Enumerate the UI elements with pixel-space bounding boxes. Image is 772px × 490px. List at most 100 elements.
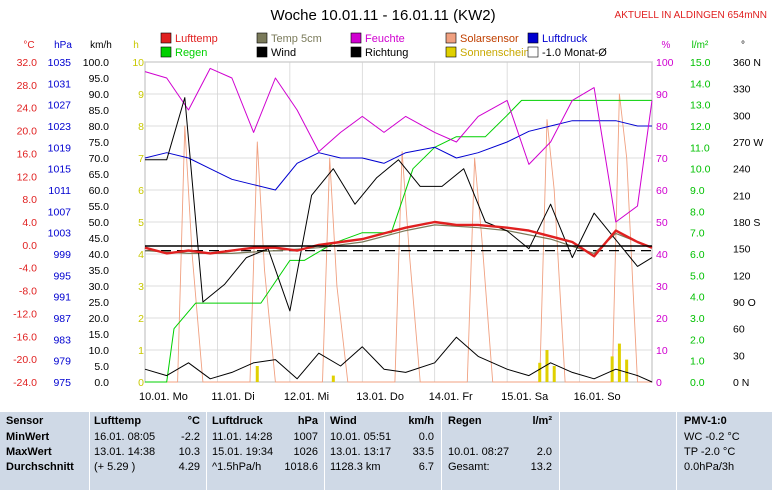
x-tick-label: 10.01. Mo	[139, 391, 188, 403]
humidity-tick-label: 0	[656, 377, 662, 389]
separator	[89, 412, 90, 490]
rain-tick-label: 3.0	[690, 313, 705, 325]
series-sonnenschein-bar	[625, 359, 629, 382]
pressure-unit-label: hPa	[54, 40, 72, 51]
pressure-tick-label: 979	[53, 356, 71, 368]
wind-tick-label: 30.0	[89, 281, 110, 293]
rain-tick-label: 12.0	[690, 121, 711, 133]
legend-swatch	[445, 46, 457, 58]
legend-swatch	[256, 32, 268, 44]
wind-tick-label: 5.0	[94, 361, 109, 373]
col-empty	[562, 412, 674, 490]
legend-swatch	[350, 32, 362, 44]
humidity-unit-label: %	[662, 40, 671, 51]
luftdruck-avg: ^1.5hPa/h 1018.6	[212, 460, 322, 475]
series-wind	[144, 336, 653, 383]
direction-tick-label: 300	[733, 110, 751, 122]
lufttemp-min: 16.01. 08:05 -2.2	[94, 430, 204, 445]
x-tick-label: 13.01. Do	[356, 391, 404, 403]
legend-swatch	[445, 32, 457, 44]
sunshine-tick-label: 1	[138, 345, 144, 357]
axes: °C32.028.024.020.016.012.08.04.00.0-4.0-…	[13, 40, 763, 389]
series-sonnenschein-bar	[545, 350, 549, 382]
wind-title: Wind	[330, 415, 357, 427]
legend-label: Richtung	[365, 47, 408, 59]
col-wind: Wind km/h 10.01. 05:51 0.0 13.01. 13:17 33.…	[330, 412, 438, 490]
rain-tick-label: 15.0	[690, 57, 711, 69]
rain-tick-label: 13.0	[690, 100, 711, 112]
statistics-table: Sensor MinWert MaxWert Durchschnitt Luft…	[0, 412, 772, 490]
pressure-tick-label: 1023	[48, 121, 72, 133]
x-tick-label: 12.01. Mi	[284, 391, 329, 403]
legend-label: Wind	[271, 47, 296, 59]
sunshine-tick-label: 0	[138, 377, 144, 389]
regen-header: Regen l/m²	[448, 412, 556, 430]
wind-tick-label: 70.0	[89, 153, 110, 165]
wind-max-time: 13.01. 13:17	[330, 446, 392, 458]
wind-tick-label: 15.0	[89, 329, 110, 341]
legend-label: Lufttemp	[175, 33, 218, 45]
wind-header: Wind km/h	[330, 412, 438, 430]
temp-tick-label: 12.0	[17, 171, 38, 183]
temp-tick-label: 24.0	[17, 103, 38, 115]
col-regen: Regen l/m² 10.01. 08:27 2.0 Gesamt: 13.2	[448, 412, 556, 490]
humidity-tick-label: 40	[656, 249, 668, 261]
lufttemp-min-value: -2.2	[181, 431, 200, 443]
col-luftdruck: Luftdruck hPa 11.01. 14:28 1007 15.01. 19:…	[212, 412, 322, 490]
temp-tick-label: -8.0	[19, 286, 37, 298]
sunshine-tick-label: 5	[138, 217, 144, 229]
temp-tick-label: 0.0	[22, 240, 37, 252]
pressure-tick-label: 1031	[48, 78, 72, 90]
lufttemp-max-time: 13.01. 14:38	[94, 446, 156, 458]
rain-tick-label: 5.0	[690, 270, 705, 282]
humidity-tick-label: 60	[656, 185, 668, 197]
max-label: MaxWert	[6, 446, 52, 458]
wind-min-time: 10.01. 05:51	[330, 431, 392, 443]
series-sonnenschein-bar	[331, 375, 335, 382]
separator	[206, 412, 207, 490]
rain-tick-label: 8.0	[690, 206, 705, 218]
avg-label: Durchschnitt	[6, 461, 74, 473]
pmv-trend: 0.0hPa/3h	[684, 461, 735, 473]
lufttemp-avg: (+ 5.29 ) 4.29	[94, 460, 204, 475]
pressure-tick-label: 1003	[48, 228, 72, 240]
rain-unit-label: l/m²	[692, 40, 709, 51]
sunshine-tick-label: 10	[132, 57, 144, 69]
humidity-tick-label: 80	[656, 121, 668, 133]
rain-tick-label: 2.0	[690, 334, 705, 346]
col-pmv: PMV-1:0 WC -0.2 °C TP -2.0 °C 0.0hPa/3h	[684, 412, 770, 490]
direction-tick-label: 240	[733, 164, 751, 176]
x-axis: 10.01. Mo 11.01. Di 12.01. Mi 13.01. Do 14.0…	[139, 391, 621, 403]
col-sensor: Sensor MinWert MaxWert Durchschnitt	[6, 412, 88, 490]
rain-tick-label: 14.0	[690, 78, 711, 90]
wind-tick-label: 65.0	[89, 169, 110, 181]
legend-label: Temp 5cm	[271, 33, 322, 45]
lufttemp-max-value: 10.3	[178, 446, 200, 458]
wind-max-value: 33.5	[412, 446, 434, 458]
lufttemp-title: Lufttemp	[94, 415, 142, 427]
rain-tick-label: 7.0	[690, 228, 705, 240]
legend-swatch	[350, 46, 362, 58]
regen-total: Gesamt: 13.2	[448, 460, 556, 475]
wind-max: 13.01. 13:17 33.5	[330, 445, 438, 460]
humidity-tick-label: 50	[656, 217, 668, 229]
direction-tick-label: 90 O	[733, 297, 756, 309]
sunshine-unit-label: h	[133, 40, 139, 51]
sensor-header: Sensor	[6, 415, 44, 427]
legend-label: Sonnenschein	[460, 47, 530, 59]
temp-tick-label: 16.0	[17, 148, 38, 160]
wind-tick-label: 50.0	[89, 217, 110, 229]
rain-tick-label: 10.0	[690, 164, 711, 176]
regen-title: Regen	[448, 415, 482, 427]
direction-unit-label: °	[741, 40, 745, 51]
pmv-wc: WC -0.2 °C	[684, 431, 740, 443]
sunshine-tick-label: 4	[138, 249, 144, 261]
direction-tick-label: 0 N	[733, 377, 749, 389]
wind-unit: km/h	[408, 415, 434, 427]
wind-tick-label: 95.0	[89, 73, 110, 85]
luftdruck-avg-value: 1018.6	[284, 461, 318, 473]
separator	[441, 412, 442, 490]
luftdruck-header: Luftdruck hPa	[212, 412, 322, 430]
lufttemp-max: 13.01. 14:38 10.3	[94, 445, 204, 460]
